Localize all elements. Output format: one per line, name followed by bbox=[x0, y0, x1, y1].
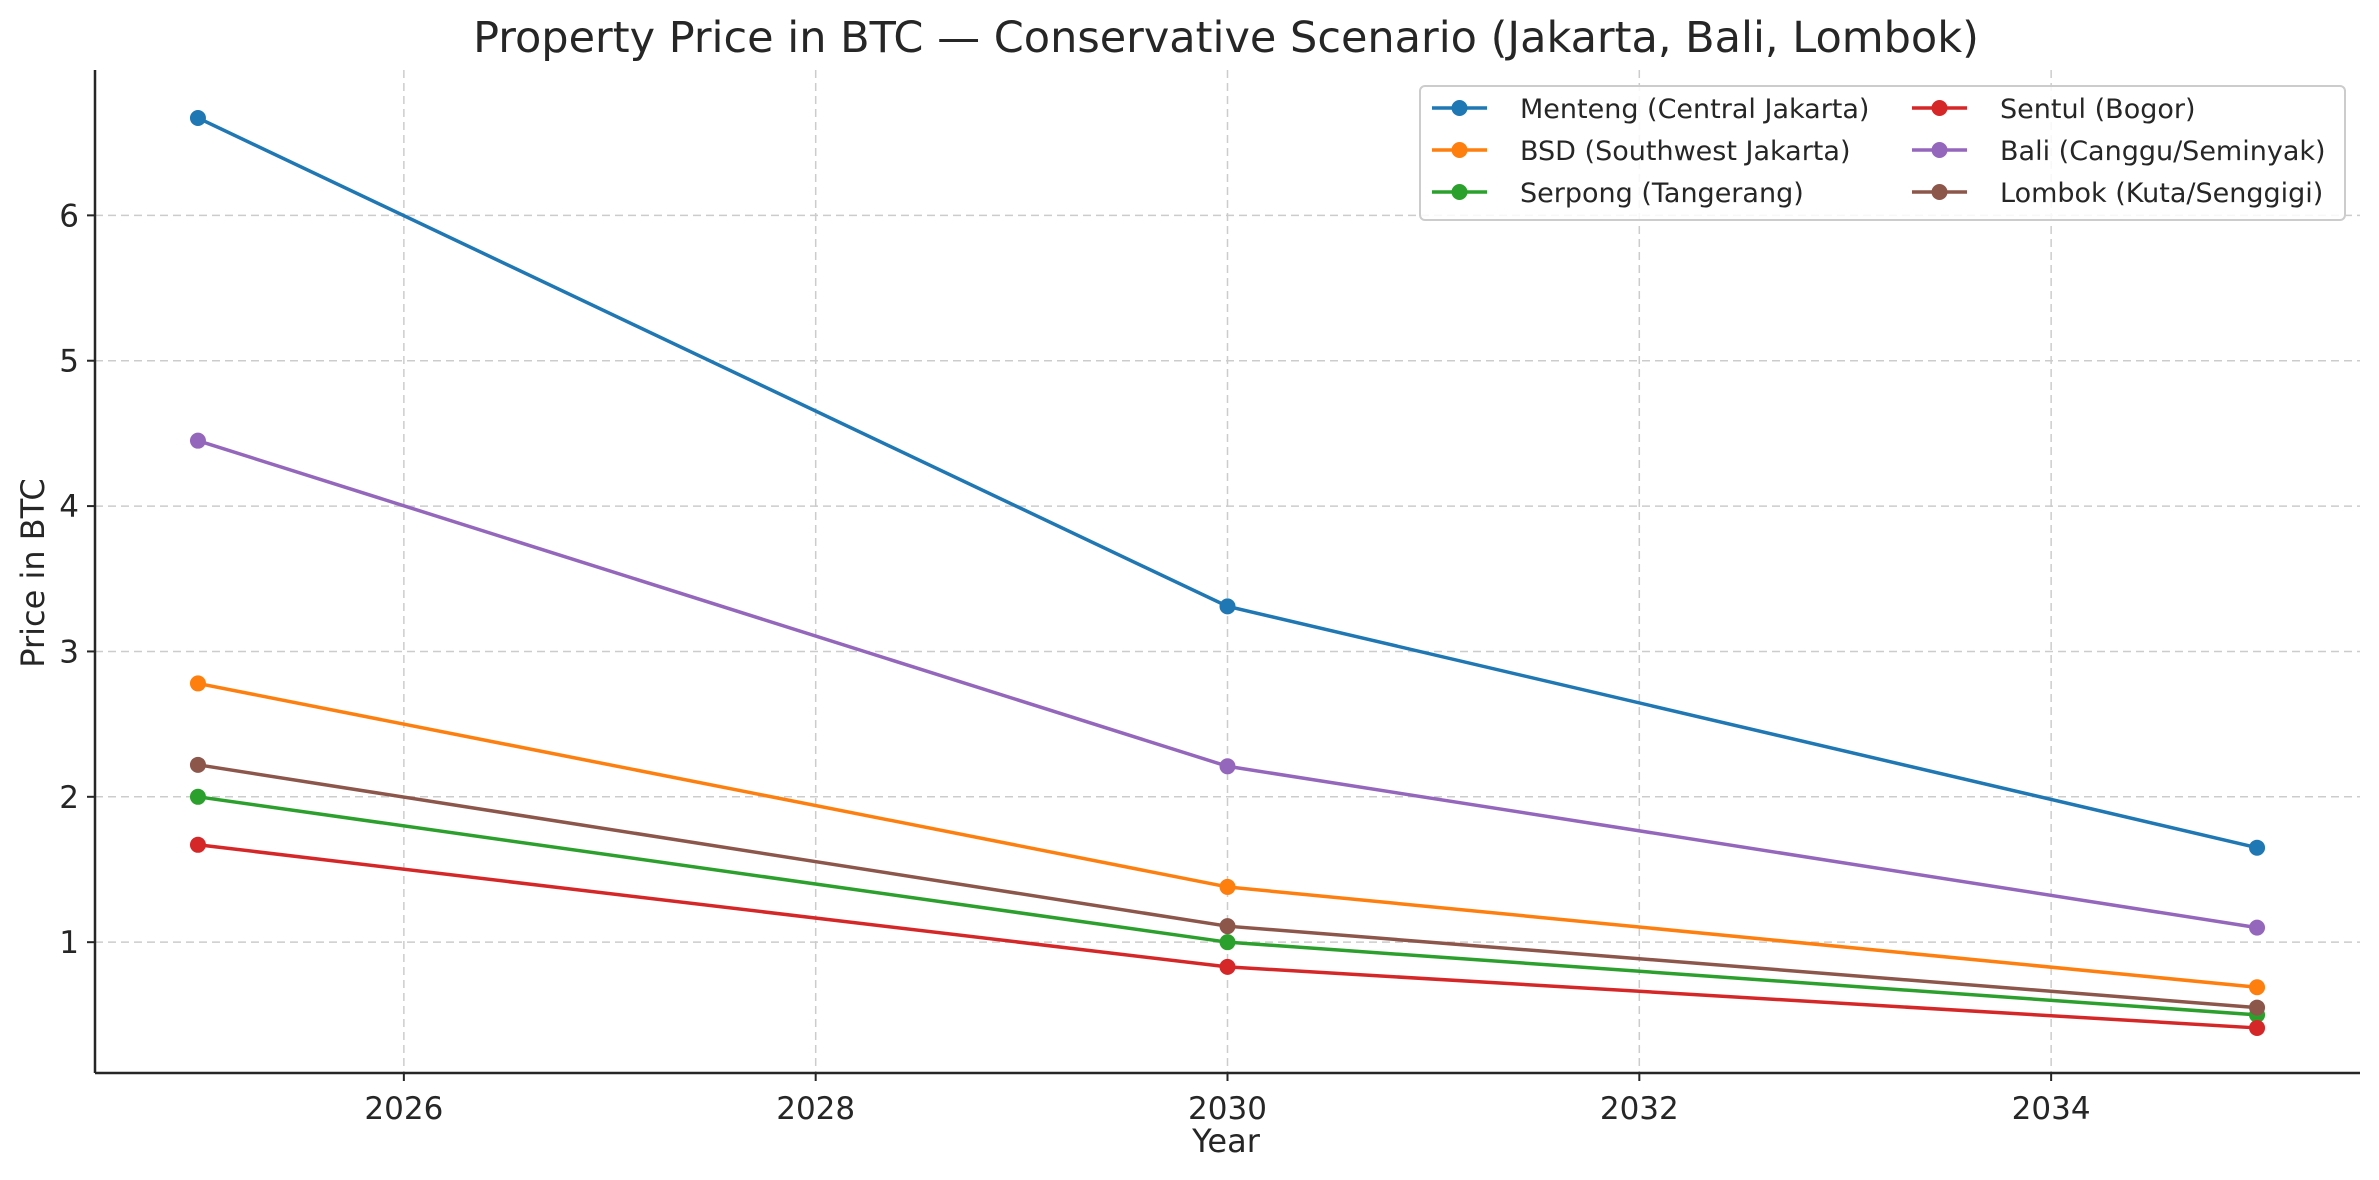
legend-swatch-marker bbox=[1932, 100, 1948, 116]
x-tick-label: 2026 bbox=[364, 1091, 443, 1127]
x-tick-label: 2034 bbox=[2012, 1091, 2091, 1127]
data-point bbox=[1220, 934, 1236, 950]
data-point bbox=[1220, 959, 1236, 975]
data-point bbox=[2249, 840, 2265, 856]
chart: Property Price in BTC — Conservative Sce… bbox=[0, 0, 2379, 1180]
data-point bbox=[1220, 598, 1236, 614]
y-tick-label: 5 bbox=[59, 344, 79, 380]
y-axis-label: Price in BTC bbox=[14, 478, 52, 668]
legend-label: Bali (Canggu/Seminyak) bbox=[2000, 136, 2326, 167]
data-point bbox=[2249, 1020, 2265, 1036]
legend-label: BSD (Southwest Jakarta) bbox=[1520, 136, 1850, 167]
legend-swatch-marker bbox=[1452, 142, 1468, 158]
legend-label: Lombok (Kuta/Senggigi) bbox=[2000, 178, 2323, 209]
legend-label: Serpong (Tangerang) bbox=[1520, 178, 1804, 209]
legend-swatch-marker bbox=[1932, 142, 1948, 158]
chart-title: Property Price in BTC — Conservative Sce… bbox=[473, 13, 1979, 63]
data-point bbox=[2249, 1000, 2265, 1016]
legend-swatch-marker bbox=[1932, 184, 1948, 200]
x-tick-label: 2028 bbox=[776, 1091, 855, 1127]
data-point bbox=[1220, 879, 1236, 895]
y-tick-label: 6 bbox=[59, 198, 79, 234]
x-axis-label: Year bbox=[1191, 1122, 1261, 1160]
legend: Menteng (Central Jakarta) BSD (Southwest … bbox=[1420, 86, 2345, 220]
data-point bbox=[1220, 918, 1236, 934]
y-tick-label: 1 bbox=[59, 925, 79, 961]
y-tick-label: 2 bbox=[59, 780, 79, 816]
data-point bbox=[190, 433, 206, 449]
data-point bbox=[190, 837, 206, 853]
legend-label: Sentul (Bogor) bbox=[2000, 94, 2196, 125]
legend-label: Menteng (Central Jakarta) bbox=[1520, 94, 1869, 125]
data-point bbox=[1220, 758, 1236, 774]
y-tick-label: 4 bbox=[59, 489, 79, 525]
legend-swatch-marker bbox=[1452, 184, 1468, 200]
y-tick-label: 3 bbox=[59, 634, 79, 670]
series bbox=[190, 110, 2265, 1036]
data-point bbox=[190, 675, 206, 691]
data-point bbox=[2249, 979, 2265, 995]
legend-swatch-marker bbox=[1452, 100, 1468, 116]
data-point bbox=[190, 110, 206, 126]
data-point bbox=[2249, 920, 2265, 936]
data-point bbox=[190, 789, 206, 805]
data-point bbox=[190, 757, 206, 773]
x-tick-label: 2032 bbox=[1600, 1091, 1679, 1127]
